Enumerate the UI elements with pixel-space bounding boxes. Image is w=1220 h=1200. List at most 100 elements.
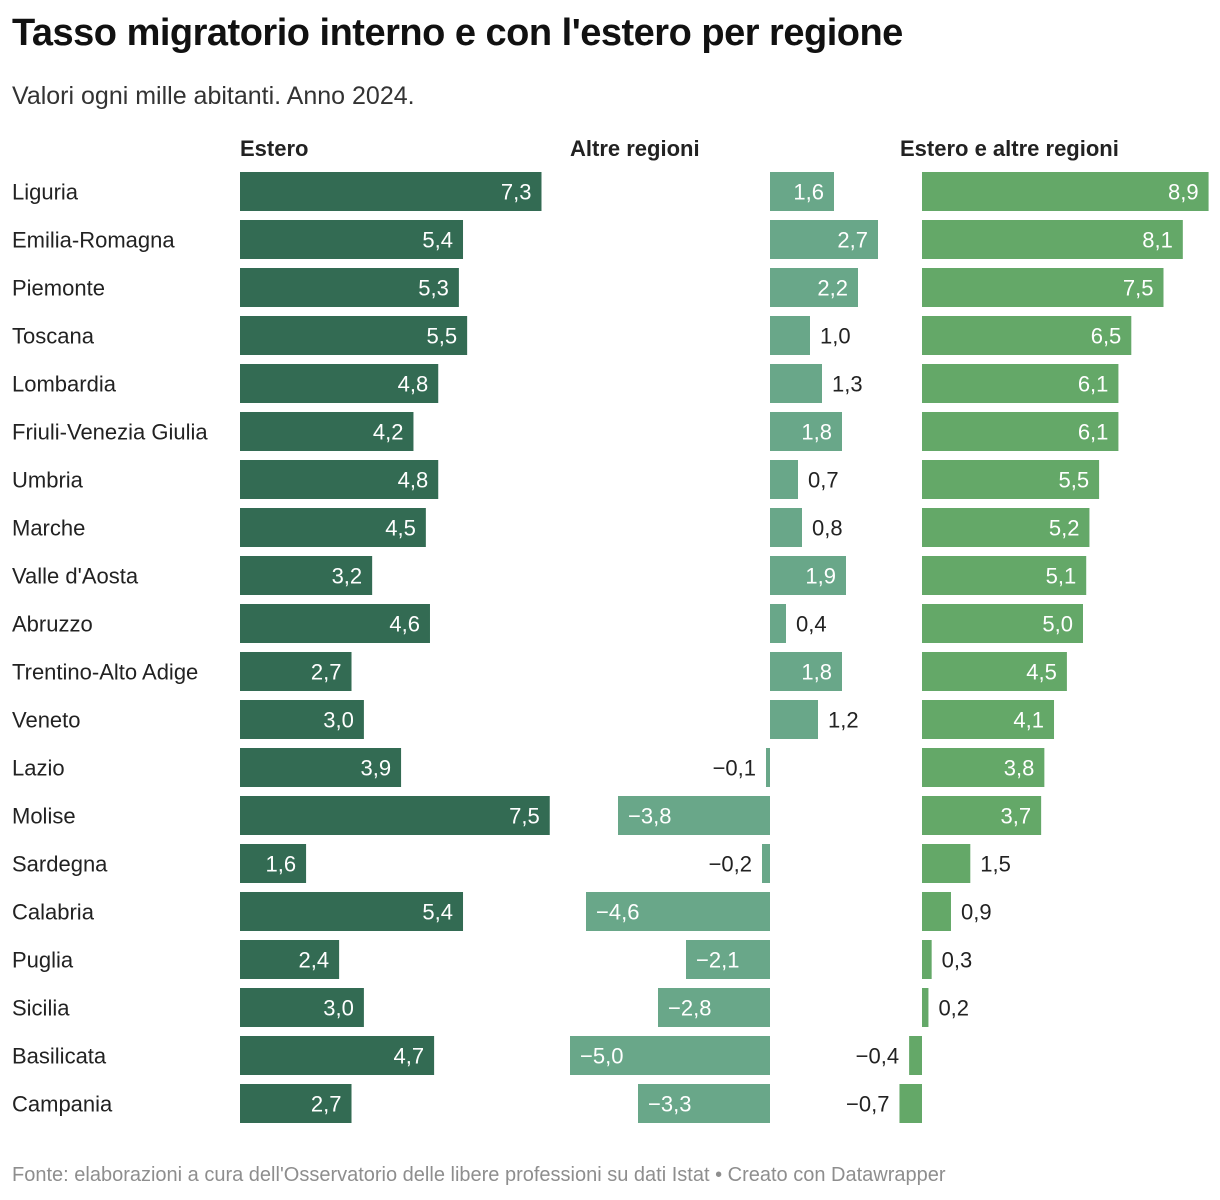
bar-0 xyxy=(240,796,550,835)
category-label: Marche xyxy=(12,516,85,541)
data-label-1: −3,8 xyxy=(628,804,671,829)
bar-0 xyxy=(240,604,430,643)
bar-2 xyxy=(922,412,1119,451)
bar-1 xyxy=(770,652,842,691)
data-label-0: 4,8 xyxy=(398,468,429,493)
bar-2 xyxy=(922,796,1042,835)
bar-2 xyxy=(922,892,951,931)
data-label-1: 1,9 xyxy=(805,564,836,589)
data-label-1: 0,7 xyxy=(808,468,839,493)
data-label-1: 2,2 xyxy=(817,276,848,301)
category-label: Abruzzo xyxy=(12,612,93,637)
bar-0 xyxy=(240,1084,352,1123)
chart-title: Tasso migratorio interno e con l'estero … xyxy=(12,12,903,54)
bar-1 xyxy=(770,508,802,547)
data-label-2: 1,5 xyxy=(980,852,1011,877)
bar-2 xyxy=(922,700,1055,739)
data-label-1: −0,2 xyxy=(709,852,752,877)
bar-0 xyxy=(240,1036,435,1075)
bar-0 xyxy=(240,652,352,691)
bar-2 xyxy=(922,364,1119,403)
column-heading-1: Altre regioni xyxy=(570,136,700,161)
data-label-0: 4,7 xyxy=(394,1044,425,1069)
chart-area: Estero Altre regioni Estero e altre region… xyxy=(12,136,1209,1123)
data-label-2: 0,3 xyxy=(942,948,973,973)
bar-1 xyxy=(770,316,810,355)
data-label-1: 1,0 xyxy=(820,324,851,349)
data-label-0: 5,4 xyxy=(422,900,453,925)
bar-1 xyxy=(586,892,770,931)
data-label-2: 8,1 xyxy=(1142,228,1173,253)
category-label: Puglia xyxy=(12,948,74,973)
column-heading-2: Estero e altre regioni xyxy=(900,136,1119,161)
data-label-1: 2,7 xyxy=(837,228,868,253)
bar-0 xyxy=(240,700,364,739)
bar-0 xyxy=(240,940,340,979)
data-label-1: 1,6 xyxy=(793,180,824,205)
bar-0 xyxy=(240,172,542,211)
category-label: Sardegna xyxy=(12,852,108,877)
bar-1 xyxy=(770,220,878,259)
bar-2 xyxy=(922,316,1132,355)
data-label-2: −0,7 xyxy=(846,1092,889,1117)
data-label-2: 6,1 xyxy=(1078,420,1109,445)
category-label: Calabria xyxy=(12,900,95,925)
data-label-0: 2,4 xyxy=(299,948,330,973)
bar-0 xyxy=(240,988,364,1027)
category-label: Lazio xyxy=(12,756,65,781)
bar-1 xyxy=(766,748,770,787)
data-label-1: 0,8 xyxy=(812,516,843,541)
data-label-1: −2,1 xyxy=(696,948,739,973)
bar-2 xyxy=(922,220,1183,259)
data-label-1: 1,2 xyxy=(828,708,859,733)
chart-subtitle: Valori ogni mille abitanti. Anno 2024. xyxy=(12,82,415,110)
bar-2 xyxy=(922,604,1083,643)
bar-2 xyxy=(922,844,971,883)
data-label-1: −0,1 xyxy=(713,756,756,781)
bar-0 xyxy=(240,508,426,547)
bar-0 xyxy=(240,460,439,499)
category-label: Umbria xyxy=(12,468,84,493)
category-label: Liguria xyxy=(12,180,79,205)
bar-2 xyxy=(922,988,929,1027)
category-label: Lombardia xyxy=(12,372,117,397)
bar-0 xyxy=(240,556,373,595)
data-label-0: 4,8 xyxy=(398,372,429,397)
category-label: Veneto xyxy=(12,708,81,733)
bar-0 xyxy=(240,268,459,307)
data-label-0: 5,3 xyxy=(418,276,449,301)
data-label-0: 2,7 xyxy=(311,660,342,685)
data-label-0: 7,3 xyxy=(501,180,532,205)
category-label: Sicilia xyxy=(12,996,70,1021)
bar-1 xyxy=(762,844,770,883)
bar-2 xyxy=(922,508,1090,547)
data-label-0: 3,9 xyxy=(360,756,391,781)
bar-2 xyxy=(909,1036,922,1075)
data-label-0: 4,5 xyxy=(385,516,416,541)
data-label-2: 5,1 xyxy=(1046,564,1077,589)
data-label-1: 1,8 xyxy=(801,420,832,445)
data-label-0: 5,4 xyxy=(422,228,453,253)
data-label-1: 1,3 xyxy=(832,372,863,397)
bar-2 xyxy=(899,1084,922,1123)
bar-2 xyxy=(922,172,1209,211)
bar-1 xyxy=(770,700,818,739)
category-label: Molise xyxy=(12,804,76,829)
data-label-0: 4,2 xyxy=(373,420,404,445)
category-label: Emilia-Romagna xyxy=(12,228,175,253)
data-label-0: 3,0 xyxy=(323,708,354,733)
bar-1 xyxy=(770,412,842,451)
category-label: Campania xyxy=(12,1092,113,1117)
bar-2 xyxy=(922,268,1164,307)
bar-0 xyxy=(240,844,307,883)
data-label-2: 5,2 xyxy=(1049,516,1080,541)
data-label-1: 1,8 xyxy=(801,660,832,685)
column-heading-0: Estero xyxy=(240,136,308,161)
bar-0 xyxy=(240,220,464,259)
data-label-0: 5,5 xyxy=(427,324,458,349)
category-label: Basilicata xyxy=(12,1044,107,1069)
bar-1 xyxy=(638,1084,770,1123)
bar-2 xyxy=(922,556,1087,595)
data-label-2: −0,4 xyxy=(856,1044,899,1069)
